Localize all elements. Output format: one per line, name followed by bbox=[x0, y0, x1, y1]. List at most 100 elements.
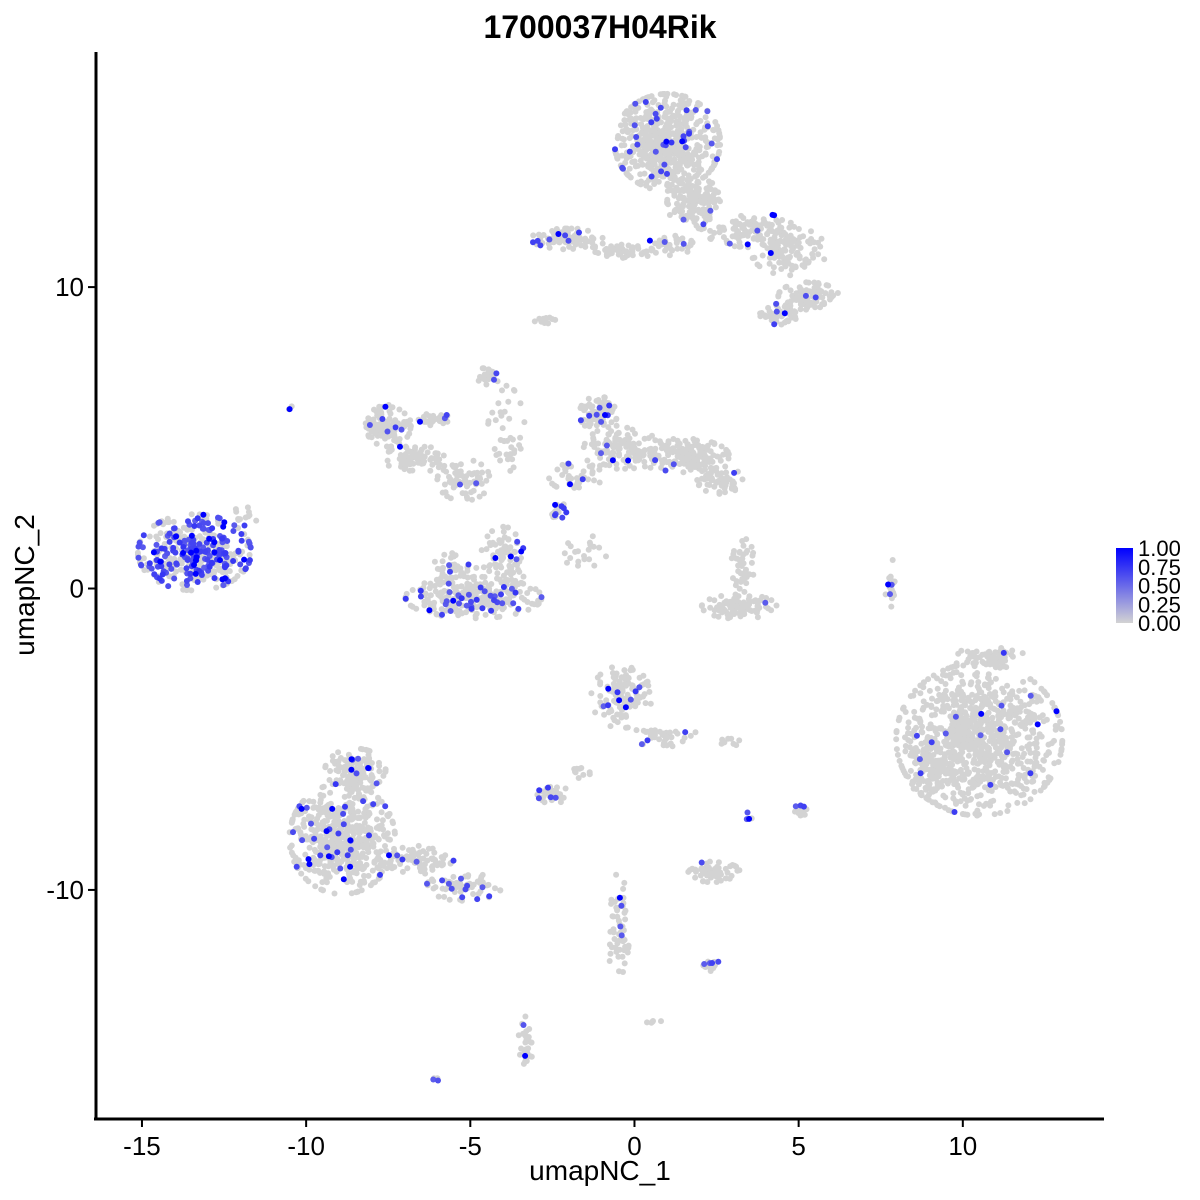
cell-point bbox=[441, 551, 448, 558]
cell-point bbox=[364, 803, 371, 810]
cell-point bbox=[640, 727, 647, 734]
cell-point bbox=[1017, 698, 1024, 705]
cell-point bbox=[1039, 766, 1046, 773]
cell-point bbox=[396, 406, 403, 413]
cell-point bbox=[718, 443, 725, 450]
cell-point bbox=[505, 598, 512, 605]
cell-point bbox=[1008, 734, 1015, 741]
cell-point bbox=[621, 960, 628, 967]
cell-point bbox=[499, 387, 505, 394]
cell-point bbox=[1045, 774, 1052, 781]
cell-point bbox=[588, 441, 595, 448]
cell-point bbox=[707, 604, 714, 611]
cell-point bbox=[641, 143, 648, 149]
cell-point bbox=[688, 237, 695, 244]
cell-point bbox=[448, 554, 454, 561]
cell-point bbox=[185, 586, 192, 593]
cell-point bbox=[773, 602, 780, 609]
cell-point bbox=[926, 687, 933, 694]
cell-point bbox=[648, 127, 655, 134]
cell-point bbox=[507, 544, 514, 551]
cell-point bbox=[310, 804, 317, 811]
cell-point bbox=[715, 189, 722, 196]
cell-point bbox=[430, 1076, 437, 1083]
cell-point bbox=[1031, 716, 1038, 723]
cell-point bbox=[392, 417, 399, 424]
cell-point bbox=[932, 757, 939, 764]
cell-point bbox=[589, 533, 596, 540]
cell-point bbox=[480, 597, 487, 604]
cell-point bbox=[711, 869, 718, 876]
cell-point bbox=[611, 936, 618, 942]
cell-point bbox=[696, 143, 703, 150]
cell-point bbox=[598, 450, 604, 457]
cell-point bbox=[658, 464, 665, 471]
cell-point bbox=[743, 603, 749, 610]
cell-point bbox=[987, 661, 993, 668]
cell-point bbox=[446, 896, 453, 903]
cell-point bbox=[797, 234, 804, 241]
cell-point bbox=[1014, 760, 1021, 767]
cell-point bbox=[740, 542, 747, 549]
cell-point bbox=[177, 556, 184, 563]
cell-point bbox=[440, 467, 447, 473]
cell-point bbox=[188, 511, 195, 518]
cell-point bbox=[677, 193, 684, 199]
cell-point bbox=[473, 564, 480, 571]
cell-point bbox=[1026, 734, 1033, 741]
cell-point bbox=[973, 774, 980, 781]
cell-point bbox=[1009, 691, 1016, 698]
cell-point bbox=[916, 756, 923, 763]
cell-point bbox=[508, 585, 515, 592]
cell-point bbox=[436, 592, 443, 599]
cell-point bbox=[459, 490, 466, 497]
cell-point bbox=[679, 98, 686, 105]
cell-point bbox=[1032, 750, 1039, 756]
cell-point bbox=[632, 430, 638, 437]
cell-point bbox=[650, 1018, 656, 1024]
cell-point bbox=[672, 232, 679, 239]
cell-point bbox=[941, 738, 948, 745]
cell-point bbox=[370, 843, 377, 850]
cell-point bbox=[905, 724, 912, 731]
cell-point bbox=[319, 784, 326, 791]
cell-point bbox=[960, 741, 967, 748]
cell-point bbox=[312, 883, 319, 890]
cell-point bbox=[739, 476, 746, 483]
cell-point bbox=[512, 531, 519, 538]
cell-point bbox=[661, 113, 668, 120]
cell-point bbox=[648, 106, 655, 113]
cell-point bbox=[774, 244, 781, 251]
cell-point bbox=[1032, 754, 1039, 761]
cell-point bbox=[699, 878, 706, 885]
cell-point bbox=[481, 490, 487, 497]
cell-point bbox=[736, 243, 743, 250]
cell-point bbox=[424, 596, 431, 603]
cell-point bbox=[414, 851, 421, 858]
cell-point bbox=[382, 843, 388, 849]
cell-point bbox=[718, 593, 725, 599]
cell-point bbox=[492, 417, 499, 424]
cell-point bbox=[944, 696, 951, 703]
cell-point bbox=[306, 813, 312, 820]
cell-point bbox=[644, 123, 651, 129]
cell-point bbox=[717, 869, 724, 876]
cell-point bbox=[965, 786, 972, 793]
cell-point bbox=[1005, 712, 1012, 719]
cell-point bbox=[674, 108, 681, 115]
cell-point bbox=[619, 686, 626, 693]
cell-point bbox=[694, 437, 700, 444]
cell-point bbox=[371, 859, 378, 866]
cell-point bbox=[479, 469, 486, 476]
cell-point bbox=[553, 226, 560, 232]
cell-point bbox=[619, 135, 626, 142]
cell-point bbox=[502, 578, 509, 585]
cell-point bbox=[453, 462, 460, 469]
cell-point bbox=[493, 588, 500, 595]
cell-point bbox=[298, 831, 304, 838]
cell-point bbox=[549, 228, 556, 234]
cell-point bbox=[491, 446, 498, 452]
cell-point bbox=[146, 533, 153, 540]
cell-point bbox=[658, 1018, 664, 1025]
